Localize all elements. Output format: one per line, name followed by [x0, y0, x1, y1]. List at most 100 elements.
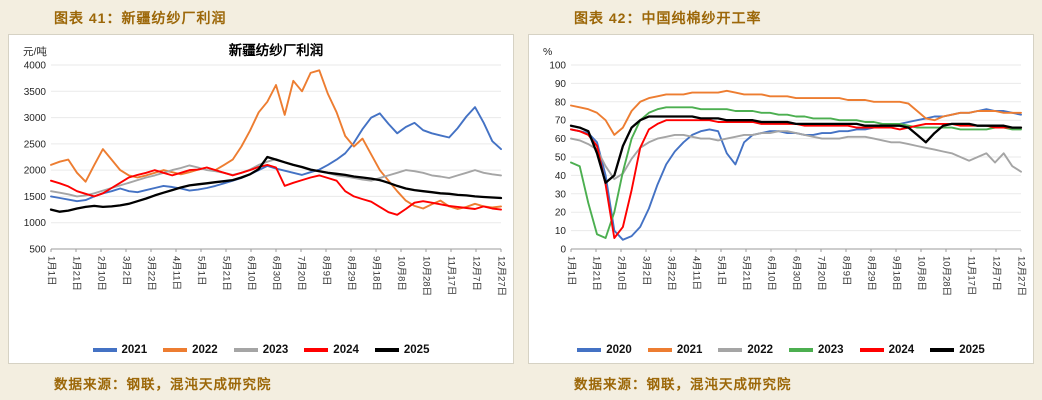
legend-label-2025: 2025: [403, 344, 430, 356]
legend-swatch-2021: [92, 348, 117, 352]
legend-item-2025: 2025: [374, 344, 430, 356]
series-line-2021: [570, 89, 1022, 136]
svg-text:12月27日: 12月27日: [496, 256, 507, 296]
svg-text:6月30日: 6月30日: [271, 256, 282, 291]
svg-text:1月1日: 1月1日: [566, 256, 577, 286]
chart-legend-1: 2020 2021 2022 2023 2024 2025: [533, 344, 1029, 356]
series-line-2023: [50, 158, 502, 198]
svg-text:9月18日: 9月18日: [891, 256, 902, 291]
svg-text:12月27日: 12月27日: [1016, 256, 1027, 296]
svg-text:7月20日: 7月20日: [816, 256, 827, 291]
svg-text:70: 70: [555, 116, 567, 127]
svg-text:12月7日: 12月7日: [991, 256, 1002, 291]
chart-svg-0: 500 1000 1500 2000 2500 3000 3500 4000 1月1日 1月21日…: [23, 42, 507, 296]
y-axis-labels: 0 10 20 30 40 50 60 70 80 90 100: [549, 61, 566, 256]
svg-text:80: 80: [555, 97, 567, 108]
legend-item-2024: 2024: [304, 344, 359, 356]
legend-item-2022: 2022: [163, 344, 218, 356]
figures-row: 图表 41：新疆纺纱厂利润 500 1000 1500 2000 2500 3000 350…: [8, 6, 1034, 393]
svg-text:40: 40: [555, 171, 567, 182]
svg-text:3月2日: 3月2日: [121, 256, 132, 286]
chart-legend-0: 2021 2022 2023 2024 2025: [13, 344, 509, 356]
svg-text:11月17日: 11月17日: [966, 256, 977, 295]
figure-42: 图表 42：中国纯棉纱开工率 0 10 20 30 40 50 60 70 80 90 100 1月1…: [528, 6, 1034, 393]
legend-swatch-2021: [647, 348, 672, 352]
svg-text:11月17日: 11月17日: [446, 256, 457, 295]
figure-42-panel: 0 10 20 30 40 50 60 70 80 90 100 1月1日 1月21日 2月10日 3月2日…: [528, 34, 1034, 364]
legend-label-2025: 2025: [959, 344, 985, 356]
legend-label-2021: 2021: [121, 344, 148, 356]
svg-text:1000: 1000: [24, 218, 47, 229]
svg-text:2000: 2000: [24, 166, 47, 177]
gridlines: [51, 64, 501, 224]
legend-item-2021: 2021: [92, 344, 148, 356]
svg-text:10月8日: 10月8日: [916, 256, 927, 291]
svg-text:3月22日: 3月22日: [666, 256, 677, 291]
legend-label-2023: 2023: [262, 344, 289, 356]
cotton-yarn-operating-rate-chart: 0 10 20 30 40 50 60 70 80 90 100 1月1日 1月21日 2月10日 3月2日…: [533, 39, 1029, 356]
svg-text:2月10日: 2月10日: [616, 256, 627, 291]
svg-text:10月28日: 10月28日: [941, 256, 952, 296]
svg-text:1月1日: 1月1日: [46, 256, 57, 286]
figure-41-caption: 图表 41：新疆纺纱厂利润: [54, 10, 227, 26]
svg-text:8月29日: 8月29日: [866, 256, 877, 291]
svg-text:10: 10: [555, 226, 567, 237]
svg-text:50: 50: [555, 153, 567, 164]
legend-label-2020: 2020: [606, 344, 632, 356]
series-line-2024: [570, 119, 1022, 239]
legend-item-2022: 2022: [718, 344, 773, 356]
svg-text:5月1日: 5月1日: [716, 256, 727, 286]
y-unit-label: %: [543, 46, 552, 58]
svg-text:3月2日: 3月2日: [641, 256, 652, 286]
svg-text:8月29日: 8月29日: [346, 256, 357, 291]
svg-text:5月21日: 5月21日: [221, 256, 232, 291]
svg-text:7月20日: 7月20日: [296, 256, 307, 291]
svg-text:2500: 2500: [24, 139, 47, 150]
legend-item-2025: 2025: [930, 344, 985, 356]
legend-label-2021: 2021: [676, 344, 703, 356]
svg-text:6月30日: 6月30日: [791, 256, 802, 291]
chart-svg-1: 0 10 20 30 40 50 60 70 80 90 100 1月1日 1月21日 2月10日 3月2日…: [543, 46, 1027, 296]
figure-42-caption: 图表 42：中国纯棉纱开工率: [574, 10, 762, 26]
legend-swatch-2020: [577, 348, 602, 352]
svg-text:4月11日: 4月11日: [691, 256, 702, 290]
legend-label-2022: 2022: [192, 344, 218, 356]
legend-item-2020: 2020: [577, 344, 632, 356]
x-axis-labels: 1月1日 1月21日 2月10日 3月2日 3月22日 4月11日 5月1日 5月21日 6月1…: [46, 249, 507, 296]
svg-text:90: 90: [555, 79, 567, 90]
legend-swatch-2022: [718, 348, 743, 352]
svg-text:6月10日: 6月10日: [246, 256, 257, 291]
svg-text:5月21日: 5月21日: [741, 256, 752, 291]
svg-text:2月10日: 2月10日: [96, 256, 107, 291]
legend-swatch-2024: [859, 348, 884, 352]
legend-swatch-2023: [233, 348, 258, 352]
legend-swatch-2025: [374, 348, 399, 352]
svg-text:1月21日: 1月21日: [71, 256, 82, 291]
legend-label-2022: 2022: [747, 344, 773, 356]
x-axis-labels: 1月1日 1月21日 2月10日 3月2日 3月22日 4月11日 5月1日 5月21日 6月1…: [566, 249, 1027, 296]
series-line-2022: [50, 69, 502, 210]
svg-text:5月1日: 5月1日: [196, 256, 207, 286]
legend-swatch-2022: [163, 348, 188, 352]
legend-item-2023: 2023: [233, 344, 289, 356]
svg-text:3500: 3500: [24, 87, 47, 98]
svg-text:9月18日: 9月18日: [371, 256, 382, 291]
svg-text:1500: 1500: [24, 192, 47, 203]
legend-swatch-2023: [789, 348, 813, 352]
figure-42-source: 数据来源：钢联，混沌天成研究院: [574, 377, 792, 392]
legend-swatch-2024: [304, 348, 329, 352]
figure-41-panel: 500 1000 1500 2000 2500 3000 3500 4000 1月1日 1月21日…: [8, 34, 514, 364]
svg-text:0: 0: [560, 245, 566, 256]
svg-text:30: 30: [555, 189, 567, 200]
svg-text:6月10日: 6月10日: [766, 256, 777, 291]
svg-text:10月28日: 10月28日: [421, 256, 432, 296]
series-line-2025: [569, 115, 1023, 184]
series-line-2025: [49, 155, 503, 213]
figure-41: 图表 41：新疆纺纱厂利润 500 1000 1500 2000 2500 3000 350…: [8, 6, 514, 393]
series-line-2024: [50, 163, 502, 216]
legend-swatch-2025: [930, 348, 955, 352]
chart-title: 新疆纺纱厂利润: [229, 42, 324, 58]
legend-label-2024: 2024: [333, 344, 359, 356]
svg-text:3月22日: 3月22日: [146, 256, 157, 291]
